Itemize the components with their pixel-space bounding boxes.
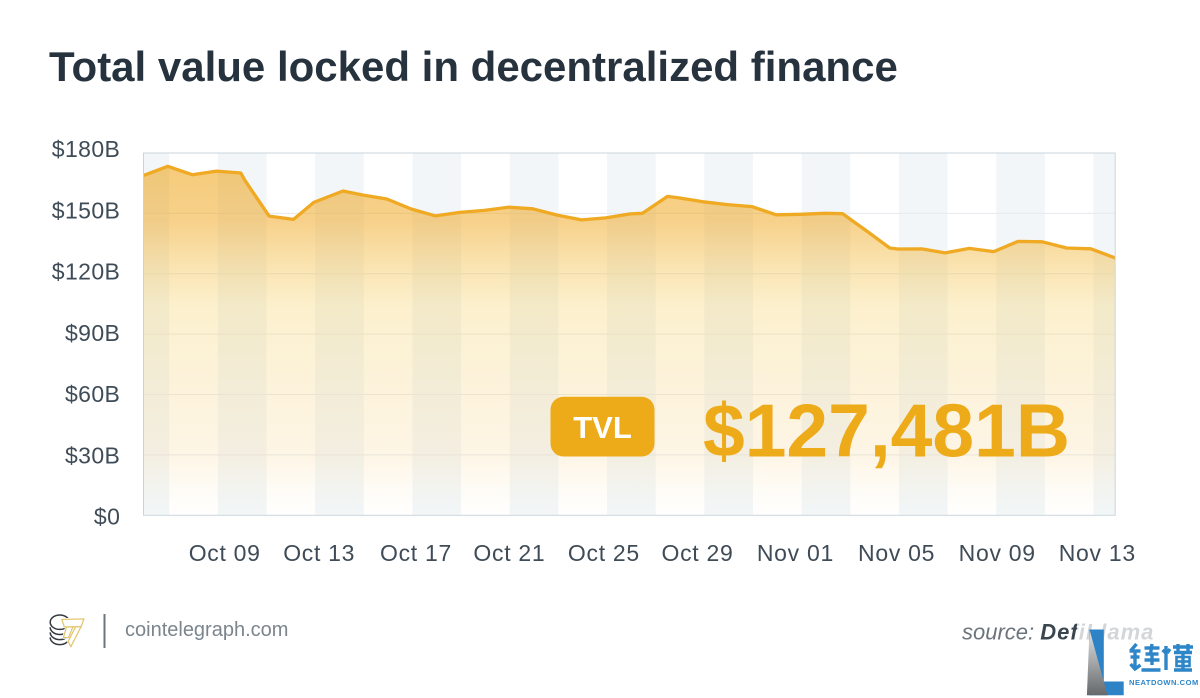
- svg-text:Oct 09: Oct 09: [189, 540, 261, 566]
- svg-text:Nov 13: Nov 13: [1059, 540, 1136, 566]
- svg-text:$90B: $90B: [65, 320, 120, 346]
- svg-text:$127,481B: $127,481B: [703, 388, 1070, 472]
- svg-text:Oct 17: Oct 17: [380, 540, 452, 566]
- svg-text:Oct 25: Oct 25: [568, 540, 640, 566]
- svg-text:TVL: TVL: [573, 410, 632, 445]
- svg-text:Nov 09: Nov 09: [959, 540, 1036, 566]
- svg-text:$60B: $60B: [65, 381, 120, 407]
- svg-text:$180B: $180B: [52, 136, 121, 162]
- svg-text:Nov 01: Nov 01: [757, 540, 834, 566]
- svg-text:$0: $0: [94, 504, 120, 530]
- svg-text:Total value locked in decentra: Total value locked in decentralized fina…: [49, 43, 898, 90]
- svg-text:$120B: $120B: [52, 259, 121, 285]
- svg-text:$30B: $30B: [65, 442, 120, 468]
- svg-text:NEATDOWN.COM: NEATDOWN.COM: [1129, 678, 1199, 687]
- svg-text:$150B: $150B: [52, 197, 121, 223]
- svg-text:Oct 13: Oct 13: [283, 540, 355, 566]
- svg-text:cointelegraph.com: cointelegraph.com: [125, 619, 288, 641]
- svg-text:Nov 05: Nov 05: [858, 540, 935, 566]
- svg-text:Oct 29: Oct 29: [662, 540, 734, 566]
- svg-text:Oct 21: Oct 21: [473, 540, 545, 566]
